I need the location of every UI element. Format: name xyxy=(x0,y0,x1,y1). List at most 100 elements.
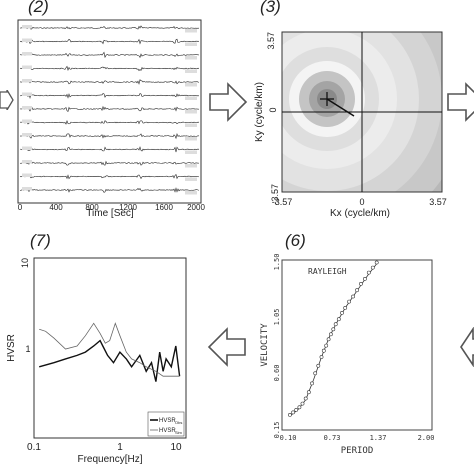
hvsr-obs-line xyxy=(39,339,181,382)
trace-channel-tag xyxy=(185,164,197,168)
arrow-6-to-7 xyxy=(207,327,246,367)
dispersion-point xyxy=(370,265,375,270)
panel-3-xtick-right: 3.57 xyxy=(429,197,447,207)
arrow-right-edge xyxy=(460,327,474,367)
seismic-trace xyxy=(19,132,200,140)
panel-6-xtick-0: 0.10 xyxy=(280,434,297,442)
seismic-trace xyxy=(19,25,200,30)
dispersion-point xyxy=(336,317,341,322)
panel-7-label: (7) xyxy=(30,231,51,250)
seismic-trace xyxy=(19,146,200,153)
fk-peak-vector xyxy=(326,98,355,117)
trace-station-tag xyxy=(22,79,32,83)
panel-3-ytick-bottom: -3.57 xyxy=(270,184,280,205)
dispersion-point xyxy=(300,401,305,406)
panel-6-xtick-2: 1.37 xyxy=(370,434,387,442)
seismic-trace xyxy=(19,79,200,85)
dispersion-point xyxy=(310,381,314,386)
arrow-left-edge xyxy=(0,90,14,110)
dispersion-point xyxy=(331,327,336,332)
trace-station-tag xyxy=(22,173,32,177)
panel-3-ytick-mid: 0 xyxy=(268,107,278,112)
panel-7-ytick-1: 1 xyxy=(25,344,30,354)
panel-6-xtick-1: 0.73 xyxy=(324,434,341,442)
panel-3-label: (3) xyxy=(260,0,281,16)
panel-2-xtick: 1200 xyxy=(119,203,137,212)
dispersion-point xyxy=(351,294,356,299)
panel-6-ytick-1: 0.60 xyxy=(273,365,281,382)
panel-7-hvsr-chart: 10 1 HVSR 0.1 1 10 Frequency[Hz] HVSR Ob… xyxy=(6,257,187,465)
dispersion-point xyxy=(329,332,333,337)
trace-station-tag xyxy=(22,160,32,164)
seismic-trace xyxy=(19,38,200,45)
panel-7-xtick-0: 0.1 xyxy=(27,442,41,453)
panel-2-frame xyxy=(17,19,202,204)
panel-7-legend: HVSR Obs HVSR Sim xyxy=(147,411,185,437)
dispersion-point xyxy=(294,407,299,412)
trace-channel-tag xyxy=(185,177,197,181)
panel-6-ytick-3: 1.50 xyxy=(273,254,281,271)
panel-2-label: (2) xyxy=(28,0,49,16)
panel-2-x-label: Time [Sec] xyxy=(86,208,134,219)
panel-6-label: (6) xyxy=(285,231,306,250)
dispersion-point xyxy=(288,412,292,417)
dispersion-point xyxy=(326,337,331,342)
dispersion-point xyxy=(313,371,318,376)
trace-station-tag xyxy=(22,65,32,69)
panel-6-frame xyxy=(281,259,433,431)
panel-2-xtick: 0 xyxy=(18,203,23,212)
panel-2-xtick: 800 xyxy=(85,203,99,212)
panel-2-seismogram: 0 400 800 1200 1600 2000 Time [Sec] xyxy=(17,19,205,219)
trace-channel-tag xyxy=(185,96,197,100)
panel-3-y-label: Ky (cycle/km) xyxy=(254,82,265,142)
trace-channel-tag xyxy=(185,110,197,114)
legend-obs-sub: Obs xyxy=(175,420,182,425)
panel-6-x-label: PERIOD xyxy=(341,446,374,456)
trace-station-tag xyxy=(22,187,32,191)
trace-station-tag xyxy=(22,133,32,137)
panel-2-xtick: 2000 xyxy=(187,203,205,212)
panel-2-xtick: 400 xyxy=(49,203,63,212)
dispersion-point xyxy=(303,396,308,401)
panel-7-frame xyxy=(33,257,187,439)
dispersion-point xyxy=(363,277,367,281)
arrow-2-to-3 xyxy=(209,82,248,122)
dispersion-point xyxy=(347,299,352,304)
panel-7-y-label: HVSR xyxy=(6,334,17,362)
panel-3-xtick-mid: 0 xyxy=(359,197,364,207)
panel-7-x-label: Frequency[Hz] xyxy=(77,454,142,465)
trace-station-tag xyxy=(22,106,32,110)
dispersion-point xyxy=(319,355,324,359)
trace-station-tag xyxy=(22,146,32,150)
trace-channel-tag xyxy=(185,137,197,141)
legend-obs-label: HVSR xyxy=(159,418,176,424)
panel-6-dispersion-chart: RAYLEIGH 0.15 0.60 1.05 1.50 VELOCITY 0.… xyxy=(260,254,435,456)
panel-6-xtick-3: 2.00 xyxy=(418,434,435,442)
panel-6-ytick-2: 1.05 xyxy=(273,309,281,326)
seismic-trace xyxy=(19,160,200,166)
trace-channel-tag xyxy=(185,83,197,87)
legend-sim-sub: Sim xyxy=(175,430,183,435)
seismic-trace xyxy=(19,65,200,72)
panel-6-title: RAYLEIGH xyxy=(308,267,347,276)
dispersion-point xyxy=(306,390,311,395)
panel-7-xtick-1: 1 xyxy=(117,442,123,453)
dispersion-point xyxy=(316,363,321,368)
trace-station-tag xyxy=(22,92,32,96)
panel-2-xtick: 1600 xyxy=(155,203,173,212)
dispersion-point xyxy=(324,343,329,348)
arrow-3-out xyxy=(447,82,474,122)
trace-station-tag xyxy=(22,25,32,29)
dispersion-point xyxy=(343,306,348,310)
dispersion-point xyxy=(374,260,379,265)
trace-channel-tag xyxy=(185,191,197,195)
panel-3-fk-plot: 3.57 0 -3.57 Ky (cycle/km) -3.57 0 3.57 … xyxy=(254,31,447,219)
dispersion-point xyxy=(366,270,371,275)
panel-6-ytick-0: 0.15 xyxy=(273,422,281,439)
dispersion-point xyxy=(359,282,363,286)
panel-3-xtick-left: -3.57 xyxy=(272,197,293,207)
legend-sim-label: HVSR xyxy=(159,428,176,434)
panel-3-ytick-top: 3.57 xyxy=(266,32,276,50)
panel-3-x-label: Kx (cycle/km) xyxy=(330,208,390,219)
dispersion-point xyxy=(321,348,326,353)
